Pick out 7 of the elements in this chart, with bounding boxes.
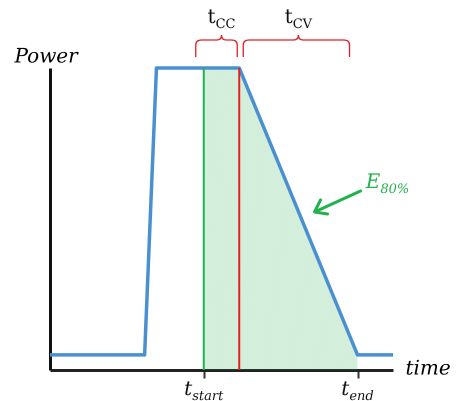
x-axis-title: time bbox=[406, 356, 451, 380]
annotation: E$_{80%}$ bbox=[366, 168, 410, 197]
x-tick-label: t$_{start}$ bbox=[184, 376, 224, 401]
y-axis-title: Power bbox=[14, 44, 80, 68]
x-tick-label: t$_{end}$ bbox=[341, 376, 374, 401]
text: t$_{CV}$ bbox=[284, 4, 312, 32]
text: t$_{CC}$ bbox=[208, 4, 236, 32]
